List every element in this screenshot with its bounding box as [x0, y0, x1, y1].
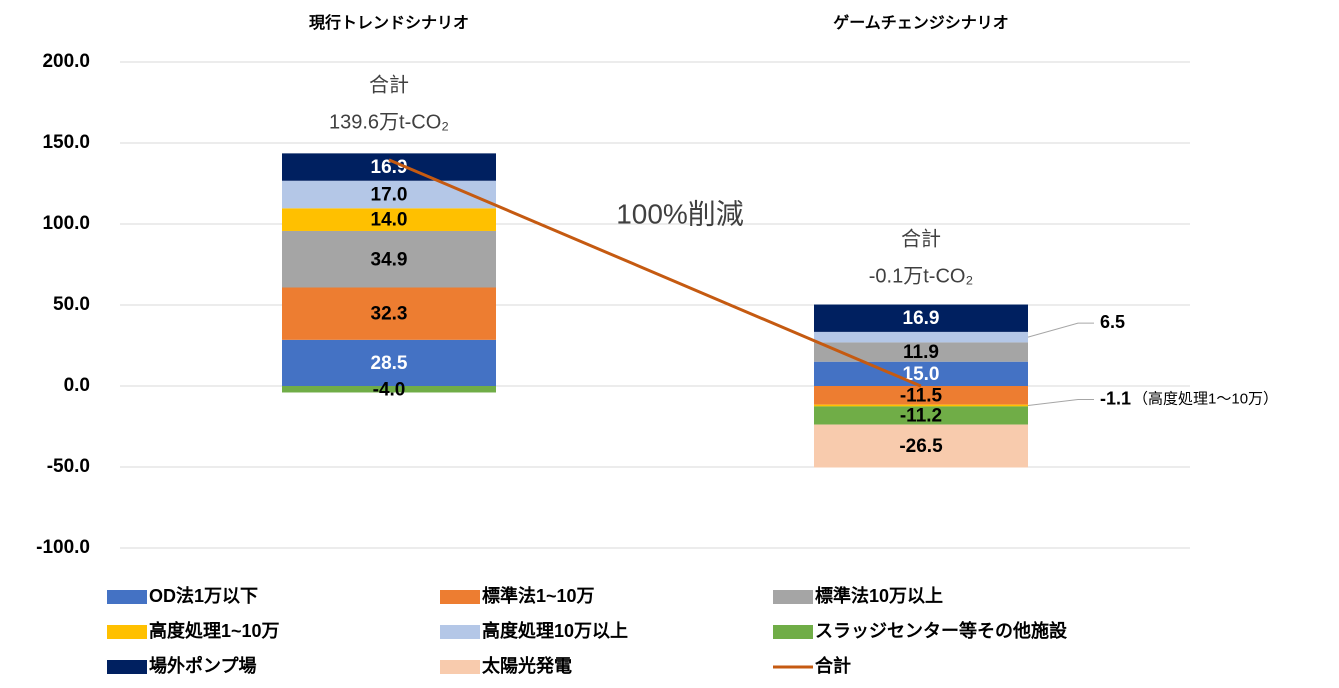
leader-line [1027, 399, 1094, 407]
y-tick-label: 200.0 [42, 51, 90, 72]
legend-label: 場外ポンプ場 [149, 655, 256, 676]
data-label: 34.9 [371, 249, 408, 270]
bar-segment [814, 361, 1028, 386]
data-label: 6.5 [1100, 312, 1125, 332]
legend-swatch [773, 625, 813, 639]
total-header: 合計 [369, 73, 409, 96]
bar-segment [282, 180, 496, 209]
y-tick-label: -100.0 [36, 537, 90, 558]
data-label: 16.9 [903, 308, 940, 329]
legend-label: スラッジセンター等その他施設 [815, 620, 1068, 641]
bar-segment [814, 406, 1028, 425]
legend-label: 高度処理10万以上 [482, 620, 628, 641]
legend-label: 標準法10万以上 [815, 585, 943, 606]
legend-swatch [440, 660, 480, 674]
bar-segment [282, 153, 496, 181]
category-label: 現行トレンドシナリオ [309, 13, 469, 32]
legend-swatch [107, 590, 147, 604]
data-label: 11.9 [903, 342, 939, 363]
data-label: 17.0 [371, 185, 408, 206]
data-label: 28.5 [371, 353, 408, 374]
y-tick-label: -50.0 [47, 456, 90, 477]
bar-segment [814, 424, 1028, 468]
legend-label: 標準法1~10万 [482, 585, 595, 606]
y-tick-label: 0.0 [64, 375, 90, 396]
data-label: 14.0 [371, 210, 408, 231]
data-label: -11.2 [900, 405, 942, 426]
data-label: -26.5 [899, 436, 943, 457]
bar-segment [282, 386, 496, 393]
legend-label: 合計 [815, 655, 851, 676]
legend-swatch [107, 625, 147, 639]
bar-segment [814, 404, 1028, 407]
bar-segment [282, 208, 496, 231]
data-label: -1.1 [1100, 388, 1131, 408]
legend-label: OD法1万以下 [149, 585, 258, 606]
legend-label: 太陽光発電 [482, 655, 572, 676]
leader-line [1027, 322, 1094, 338]
bar-segment [814, 342, 1028, 362]
bar-segment [282, 339, 496, 386]
legend-label: 高度処理1~10万 [149, 620, 280, 641]
legend-swatch [773, 590, 813, 604]
y-tick-label: 50.0 [53, 294, 90, 315]
data-label: 32.3 [371, 304, 408, 325]
total-label: -0.1万t-CO₂ [869, 265, 973, 287]
category-label: ゲームチェンジシナリオ [833, 13, 1009, 32]
total-label: 139.6万t-CO₂ [329, 111, 449, 133]
data-label: -11.5 [900, 385, 943, 406]
bar-segment [814, 304, 1028, 332]
bar-segment [814, 331, 1028, 343]
y-tick-label: 150.0 [42, 132, 90, 153]
bar-segment [282, 287, 496, 340]
total-line [388, 158, 922, 388]
data-label: 15.0 [903, 364, 940, 385]
total-header: 合計 [901, 227, 941, 250]
bar-segment [814, 386, 1028, 405]
annotation: （高度処理1～10万） [1133, 390, 1278, 407]
legend-swatch [440, 625, 480, 639]
annotation: 100%削減 [616, 198, 744, 229]
legend-swatch [440, 590, 480, 604]
y-tick-label: 100.0 [42, 213, 90, 234]
bar-segment [282, 230, 496, 288]
legend-swatch [107, 660, 147, 674]
data-label: -4.0 [373, 379, 406, 400]
